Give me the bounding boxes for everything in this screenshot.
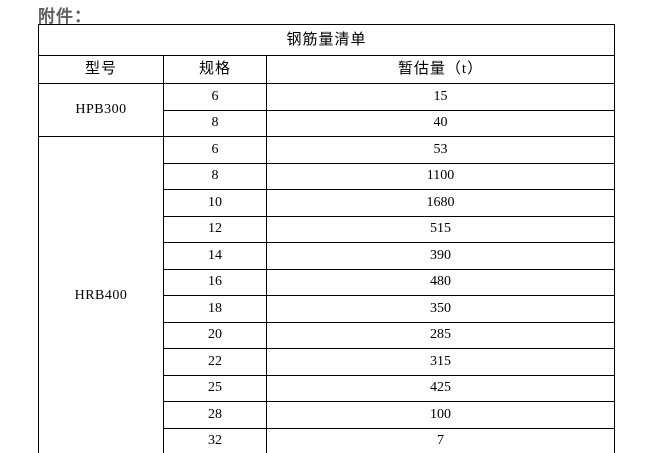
spec-cell: 18 — [163, 295, 267, 323]
spec-cell: 8 — [163, 162, 267, 190]
spec-cell: 12 — [163, 215, 267, 243]
estimate-cell: 53 — [265, 136, 616, 164]
table-row: 28 100 — [39, 401, 616, 429]
table-row: HPB300 6 15 — [38, 83, 616, 137]
spec-cell: 8 — [163, 109, 267, 137]
spec-cell: 32 — [163, 427, 267, 453]
table-title-row: 钢筋量清单 — [37, 24, 616, 56]
estimate-cell: 480 — [265, 268, 616, 296]
table-row: 22 315 — [39, 348, 616, 376]
estimate-cell: 390 — [265, 242, 616, 270]
estimate-cell: 40 — [265, 109, 616, 137]
spec-cell: 14 — [163, 242, 267, 270]
estimate-cell: 425 — [265, 374, 616, 402]
estimate-cell: 315 — [265, 348, 616, 376]
estimate-cell: 350 — [265, 295, 616, 323]
estimate-cell: 1680 — [265, 189, 616, 217]
spec-cell: 6 — [163, 83, 267, 111]
table-row: 10 1680 — [39, 189, 616, 217]
estimate-cell: 15 — [265, 83, 616, 111]
table-row: 14 390 — [39, 242, 616, 270]
column-header-estimate: 暂估量（t） — [265, 55, 616, 84]
table-title: 钢筋量清单 — [37, 24, 616, 56]
model-cell-hrb400: HRB400 — [38, 136, 164, 453]
table-row: 8 1100 — [39, 162, 616, 190]
estimate-cell: 7 — [265, 427, 616, 453]
spec-cell: 6 — [163, 136, 267, 164]
table-header-row: 型号 规格 暂估量（t） — [38, 55, 616, 84]
table-row: 32 7 — [39, 427, 616, 453]
spec-cell: 20 — [163, 321, 267, 349]
column-header-spec: 规格 — [163, 55, 267, 84]
estimate-cell: 285 — [265, 321, 616, 349]
spec-cell: 25 — [163, 374, 267, 402]
estimate-cell: 1100 — [265, 162, 616, 190]
model-cell-hpb300: HPB300 — [38, 83, 164, 137]
spec-cell: 16 — [163, 268, 267, 296]
estimate-cell: 100 — [265, 401, 616, 429]
steel-quantity-table: 钢筋量清单 型号 规格 暂估量（t） HPB300 6 15 8 40 HRB4… — [37, 24, 616, 453]
table-row: 8 40 — [39, 109, 616, 137]
spec-cell: 28 — [163, 401, 267, 429]
spec-cell: 10 — [163, 189, 267, 217]
table-row: 12 515 — [39, 215, 616, 243]
attachment-heading: 附件： — [38, 7, 92, 26]
column-header-model: 型号 — [38, 55, 164, 84]
table-row: 16 480 — [39, 268, 616, 296]
table-row: 25 425 — [39, 374, 616, 402]
estimate-cell: 515 — [265, 215, 616, 243]
table-row: HRB400 6 53 — [38, 136, 616, 453]
spec-cell: 22 — [163, 348, 267, 376]
